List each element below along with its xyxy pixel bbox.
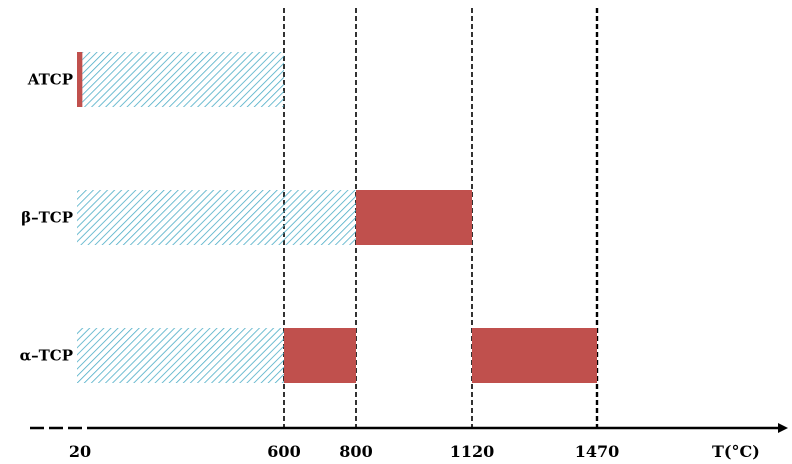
row-label-2: α–TCP	[20, 347, 73, 365]
hatched-segment-1	[82, 52, 284, 107]
tick-label-1470: 1470	[575, 442, 620, 461]
tick-label-1120: 1120	[450, 442, 495, 461]
hatched-segment-4	[77, 328, 284, 383]
hatched-segment-2	[77, 190, 356, 245]
solid-segment-5	[284, 328, 356, 383]
tick-labels: 20 600 800 1120 1470	[69, 442, 619, 461]
x-axis-arrow	[778, 423, 788, 433]
bars	[77, 52, 597, 383]
solid-segment-3	[356, 190, 472, 245]
x-axis-label: T(°C)	[712, 442, 760, 461]
x-axis	[30, 423, 788, 433]
solid-segment-0	[77, 52, 83, 107]
tick-label-600: 600	[267, 442, 300, 461]
row-labels: ATCP β–TCP α–TCP	[20, 71, 73, 365]
row-label-0: ATCP	[27, 71, 73, 89]
row-label-1: β–TCP	[21, 209, 73, 227]
solid-segment-6	[472, 328, 597, 383]
tick-label-20: 20	[69, 442, 91, 461]
tick-label-800: 800	[339, 442, 372, 461]
